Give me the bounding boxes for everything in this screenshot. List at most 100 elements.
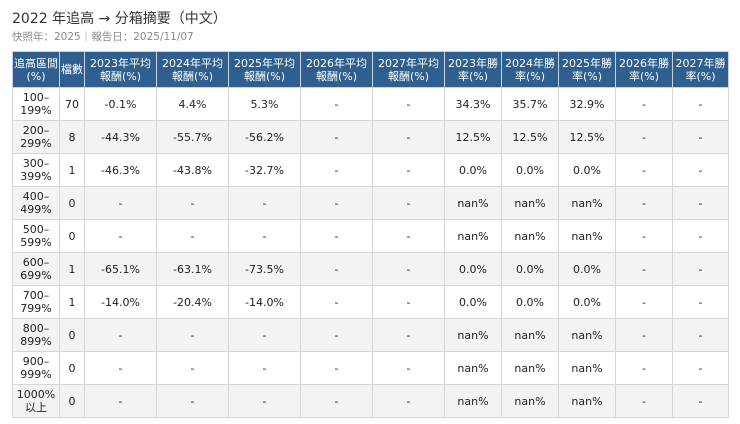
col-2023-winrate-header: 2023年勝率(%) xyxy=(444,51,502,88)
value-cell: - xyxy=(672,120,729,154)
range-cell: 600–699% xyxy=(12,252,60,286)
count-cell: 8 xyxy=(59,120,85,154)
col-2025-return-header: 2025年平均報酬(%) xyxy=(228,51,301,88)
value-cell: - xyxy=(372,219,445,253)
range-cell: 300–399% xyxy=(12,153,60,187)
value-cell: 0.0% xyxy=(558,252,616,286)
count-cell: 0 xyxy=(59,219,85,253)
value-cell: - xyxy=(228,219,301,253)
value-cell: - xyxy=(672,252,729,286)
value-cell: - xyxy=(372,186,445,220)
count-cell: 1 xyxy=(59,252,85,286)
table-row: 300–399% 1 -46.3% -43.8% -32.7% - -0.0% 0.0% 0.0… xyxy=(12,153,729,187)
value-cell: 12.5% xyxy=(444,120,502,154)
value-cell: -65.1% xyxy=(84,252,157,286)
value-cell: - xyxy=(615,186,673,220)
value-cell: -14.0% xyxy=(84,285,157,319)
value-cell: - xyxy=(372,384,445,418)
value-cell: -0.1% xyxy=(84,87,157,121)
count-cell: 70 xyxy=(59,87,85,121)
value-cell: 12.5% xyxy=(558,120,616,154)
value-cell: 12.5% xyxy=(501,120,559,154)
table-row: 900–999% 0- - - - - nan% nan% nan% - - xyxy=(12,351,729,385)
col-2024-winrate-header: 2024年勝率(%) xyxy=(501,51,559,88)
col-range-header: 追高區間(%) xyxy=(12,51,60,88)
value-cell: -44.3% xyxy=(84,120,157,154)
count-cell: 1 xyxy=(59,285,85,319)
range-cell: 400–499% xyxy=(12,186,60,220)
count-cell: 0 xyxy=(59,186,85,220)
value-cell: - xyxy=(672,318,729,352)
value-cell: -56.2% xyxy=(228,120,301,154)
value-cell: - xyxy=(615,252,673,286)
value-cell: -32.7% xyxy=(228,153,301,187)
value-cell: - xyxy=(615,219,673,253)
value-cell: 0.0% xyxy=(501,252,559,286)
col-2023-return-header: 2023年平均報酬(%) xyxy=(84,51,157,88)
value-cell: nan% xyxy=(558,384,616,418)
table-row: 200–299% 8 -44.3% -55.7% -56.2% - -12.5% 12.5% 1… xyxy=(12,120,729,154)
value-cell: nan% xyxy=(444,384,502,418)
value-cell: - xyxy=(615,384,673,418)
value-cell: -43.8% xyxy=(156,153,229,187)
value-cell: - xyxy=(156,351,229,385)
value-cell: - xyxy=(372,351,445,385)
value-cell: nan% xyxy=(558,351,616,385)
value-cell: 0.0% xyxy=(558,153,616,187)
value-cell: - xyxy=(672,351,729,385)
value-cell: - xyxy=(300,153,373,187)
value-cell: -55.7% xyxy=(156,120,229,154)
count-cell: 0 xyxy=(59,318,85,352)
value-cell: 35.7% xyxy=(501,87,559,121)
range-cell: 700–799% xyxy=(12,285,60,319)
value-cell: - xyxy=(615,351,673,385)
value-cell: nan% xyxy=(558,318,616,352)
value-cell: - xyxy=(672,87,729,121)
value-cell: 0.0% xyxy=(558,285,616,319)
value-cell: 0.0% xyxy=(444,285,502,319)
value-cell: -20.4% xyxy=(156,285,229,319)
value-cell: nan% xyxy=(501,186,559,220)
range-cell: 200–299% xyxy=(12,120,60,154)
value-cell: -63.1% xyxy=(156,252,229,286)
table-row: 500–599% 0- - - - - nan% nan% nan% - - xyxy=(12,219,729,253)
value-cell: -73.5% xyxy=(228,252,301,286)
value-cell: 0.0% xyxy=(501,285,559,319)
table-row: 400–499% 0- - - - - nan% nan% nan% - - xyxy=(12,186,729,220)
table-row: 1000%以上 0- - - - - nan% nan% nan% - - xyxy=(12,384,729,418)
value-cell: - xyxy=(156,318,229,352)
value-cell: 0.0% xyxy=(501,153,559,187)
range-cell: 500–599% xyxy=(12,219,60,253)
value-cell: - xyxy=(372,153,445,187)
value-cell: - xyxy=(228,351,301,385)
table-row: 600–699% 1 -65.1% -63.1% -73.5% - -0.0% 0.0% 0.0… xyxy=(12,252,729,286)
value-cell: - xyxy=(372,252,445,286)
value-cell: - xyxy=(84,318,157,352)
table-header-row: 追高區間(%) 檔數 2023年平均報酬(%) 2024年平均報酬(%) 2025年平均… xyxy=(12,51,729,88)
table-body: 100–199% 70 -0.1% 4.4% 5.3% - -34.3% 35.7% 32.9%… xyxy=(12,87,729,418)
value-cell: - xyxy=(228,318,301,352)
col-2027-winrate-header: 2027年勝率(%) xyxy=(672,51,729,88)
value-cell: - xyxy=(672,384,729,418)
value-cell: - xyxy=(372,87,445,121)
value-cell: - xyxy=(672,153,729,187)
table-row: 800–899% 0- - - - - nan% nan% nan% - - xyxy=(12,318,729,352)
value-cell: - xyxy=(615,153,673,187)
value-cell: nan% xyxy=(501,318,559,352)
value-cell: -46.3% xyxy=(84,153,157,187)
value-cell: 0.0% xyxy=(444,252,502,286)
value-cell: - xyxy=(372,318,445,352)
col-2025-winrate-header: 2025年勝率(%) xyxy=(558,51,616,88)
value-cell: 5.3% xyxy=(228,87,301,121)
value-cell: - xyxy=(84,219,157,253)
value-cell: 34.3% xyxy=(444,87,502,121)
value-cell: - xyxy=(300,285,373,319)
value-cell: - xyxy=(228,384,301,418)
value-cell: - xyxy=(615,318,673,352)
value-cell: - xyxy=(84,351,157,385)
value-cell: - xyxy=(300,87,373,121)
value-cell: - xyxy=(228,186,301,220)
report-title: 2022 年追高 → 分箱摘要（中文） xyxy=(12,11,227,27)
col-2026-winrate-header: 2026年勝率(%) xyxy=(615,51,673,88)
value-cell: - xyxy=(84,186,157,220)
